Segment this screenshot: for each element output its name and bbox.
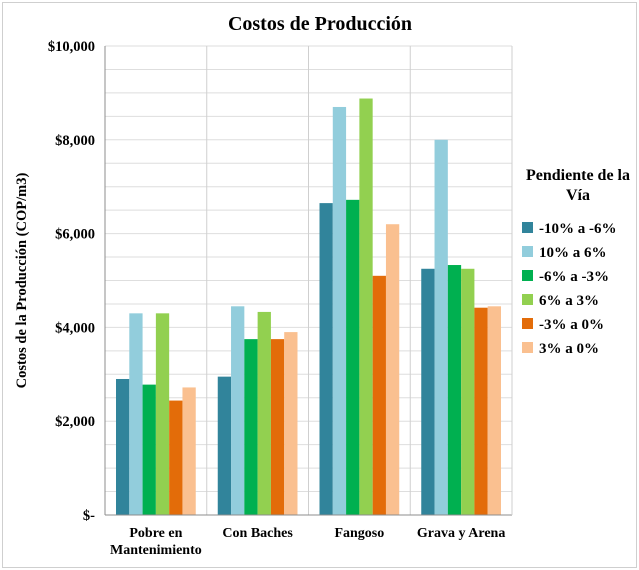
bar xyxy=(447,265,462,515)
bar xyxy=(182,387,196,515)
x-category-label: Pobre en Mantenimiento xyxy=(110,526,202,558)
legend-swatch xyxy=(522,318,533,329)
bar xyxy=(346,199,360,515)
bar xyxy=(129,313,143,515)
legend-swatch xyxy=(522,294,533,305)
legend-swatch xyxy=(522,222,533,233)
bar xyxy=(359,98,373,515)
x-category-label: Fangoso xyxy=(334,526,384,541)
bar xyxy=(155,313,170,515)
y-tick-label: $- xyxy=(83,508,95,524)
bar xyxy=(169,400,183,515)
legend-entry: 6% a 3% xyxy=(539,293,599,309)
x-category-label: Grava y Arena xyxy=(417,526,505,541)
bar xyxy=(257,311,271,515)
bar xyxy=(116,378,130,515)
legend-entry: 3% a 0% xyxy=(539,341,599,357)
legend-entry: -6% a -3% xyxy=(539,269,609,285)
axes xyxy=(104,46,513,516)
y-tick-label: $6,000 xyxy=(55,227,95,243)
bar xyxy=(270,339,285,515)
y-tick-label: $2,000 xyxy=(55,414,95,430)
chart-title: Costos de Producción xyxy=(228,13,412,35)
bar xyxy=(474,307,488,515)
y-tick-label: $10,000 xyxy=(48,39,95,55)
legend-swatch xyxy=(522,246,533,257)
bars xyxy=(116,98,501,516)
bar xyxy=(461,268,475,515)
y-tick-label: $4,000 xyxy=(55,320,95,336)
bar xyxy=(372,275,386,515)
x-category-labels: Pobre en Mantenimiento Con Baches Fangoso Gr… xyxy=(110,526,505,558)
bar xyxy=(284,332,298,515)
bar xyxy=(217,376,232,515)
bar xyxy=(319,203,333,516)
bar xyxy=(487,306,501,515)
legend: Pendiente de la Vía -10% a -6% 10% a 6% -6% … xyxy=(522,167,630,357)
legend-swatch xyxy=(522,342,533,353)
legend-entry: -3% a 0% xyxy=(539,317,604,333)
bar xyxy=(421,268,435,515)
bar xyxy=(332,106,347,515)
legend-entry: -10% a -6% xyxy=(539,221,617,237)
bar xyxy=(385,224,400,515)
legend-swatch xyxy=(522,270,533,281)
x-category-label: Con Baches xyxy=(222,526,293,541)
legend-title: Pendiente de la Vía xyxy=(526,167,630,204)
bar xyxy=(231,306,245,515)
legend-entry: 10% a 6% xyxy=(539,245,607,261)
y-axis-label: Costos de la Producción (COP/m3) xyxy=(14,173,30,389)
bar xyxy=(434,139,448,516)
bar xyxy=(244,339,258,515)
bar xyxy=(142,384,156,515)
y-tick-label: $8,000 xyxy=(55,133,95,149)
y-tick-labels: $- $2,000 $4,000 $6,000 $8,000 $10,000 xyxy=(48,39,95,524)
